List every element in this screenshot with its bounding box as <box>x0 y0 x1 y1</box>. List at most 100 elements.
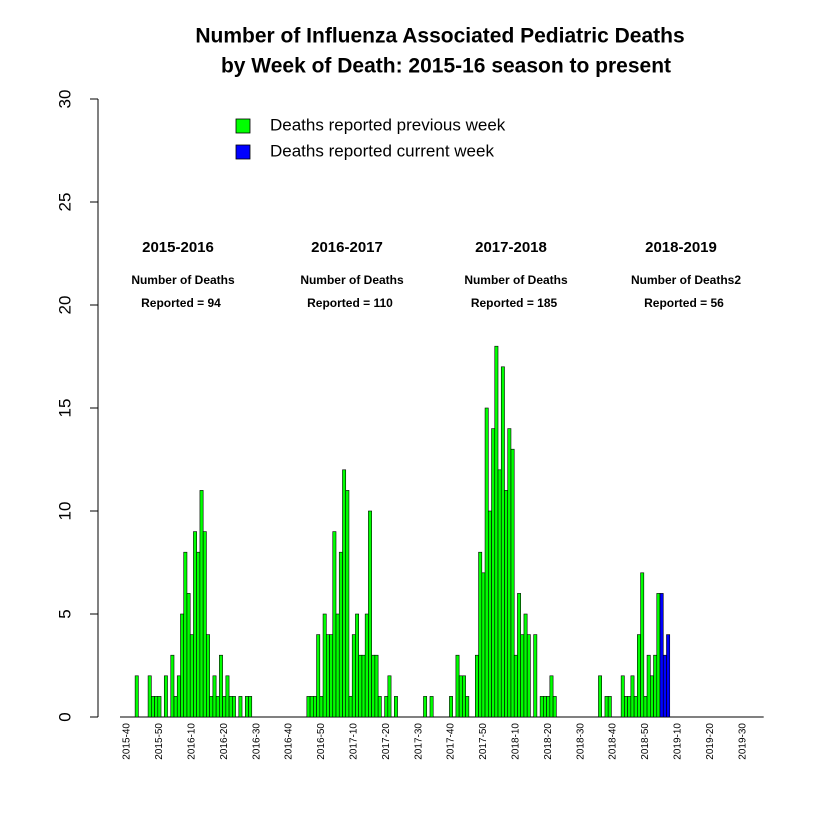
x-tick-label: 2016-10 <box>186 723 197 760</box>
bar <box>196 551 201 718</box>
bar <box>371 654 376 718</box>
season-note: Reported = 185 <box>471 296 558 310</box>
bar <box>134 675 139 718</box>
bar <box>222 696 227 718</box>
bar <box>361 654 366 718</box>
bar <box>494 345 499 718</box>
y-tick-label: 5 <box>55 609 74 618</box>
bar <box>546 696 551 718</box>
bar <box>633 696 638 718</box>
bar <box>607 696 612 718</box>
x-tick-label: 2017-10 <box>348 723 359 760</box>
bar <box>523 613 528 718</box>
bar <box>517 593 521 718</box>
y-tick-label: 15 <box>55 399 74 418</box>
bar <box>620 675 625 718</box>
bar <box>497 469 502 718</box>
season-label: 2016-2017 <box>311 239 383 256</box>
x-tick-label: 2018-10 <box>510 723 521 760</box>
bar <box>322 613 327 718</box>
bar <box>520 634 525 718</box>
bar <box>458 675 463 718</box>
bar <box>659 593 664 718</box>
bar <box>202 531 207 718</box>
bar <box>624 696 628 718</box>
bar <box>384 696 389 718</box>
bar <box>348 696 353 718</box>
bar <box>377 696 382 718</box>
legend-swatch <box>235 118 251 134</box>
season-label: 2018-2019 <box>645 239 717 256</box>
x-tick-label: 2017-20 <box>381 723 392 760</box>
x-tick-label: 2017-30 <box>413 723 424 760</box>
bar <box>170 654 175 718</box>
chart-title: Number of Influenza Associated Pediatric… <box>195 25 684 48</box>
bar <box>345 490 350 718</box>
y-tick-label: 30 <box>55 90 74 109</box>
bar <box>491 428 496 718</box>
bar <box>335 613 340 718</box>
bar <box>355 613 359 718</box>
x-tick-label: 2017-40 <box>446 723 457 760</box>
season-note: Number of Deaths <box>464 273 568 287</box>
y-tick-label: 10 <box>55 502 74 521</box>
bar <box>180 613 185 718</box>
season-note: Reported = 56 <box>644 296 724 310</box>
bar <box>342 469 347 718</box>
bar <box>646 654 651 718</box>
bar <box>193 531 197 718</box>
bar <box>173 696 178 718</box>
bar <box>309 696 314 718</box>
bar <box>662 654 667 718</box>
bar <box>500 366 505 718</box>
bar <box>627 696 632 718</box>
legend-label: Deaths reported current week <box>270 141 494 160</box>
bar <box>183 551 188 718</box>
bar <box>533 634 538 718</box>
bar <box>351 634 356 718</box>
x-tick-label: 2018-20 <box>543 723 554 760</box>
bar <box>640 572 645 718</box>
bar <box>487 510 492 718</box>
x-tick-label: 2017-50 <box>478 723 489 760</box>
bar <box>504 490 509 718</box>
bar <box>338 551 343 718</box>
bar <box>666 634 671 718</box>
bar <box>387 675 392 718</box>
season-note: Number of Deaths <box>300 273 404 287</box>
bar <box>316 634 321 718</box>
bar <box>604 696 609 718</box>
bar <box>206 634 210 718</box>
bar <box>154 696 159 718</box>
bar <box>429 696 434 718</box>
x-tick-label: 2016-30 <box>251 723 262 760</box>
legend-swatch <box>235 144 251 160</box>
y-tick-label: 0 <box>55 712 74 721</box>
bar <box>238 696 243 718</box>
bar <box>549 675 554 718</box>
bar <box>475 654 479 718</box>
chart-title: by Week of Death: 2015-16 season to pres… <box>221 55 671 78</box>
bar <box>163 675 168 718</box>
x-tick-label: 2016-20 <box>219 723 230 760</box>
season-note: Number of Deaths <box>131 273 235 287</box>
bar <box>543 696 547 718</box>
season-note: Number of Deaths2 <box>631 273 741 287</box>
bar <box>374 654 379 718</box>
bar <box>481 572 486 718</box>
bar <box>244 696 249 718</box>
bar <box>176 675 181 718</box>
bar <box>364 613 369 718</box>
season-label: 2015-2016 <box>142 239 214 256</box>
season-note: Reported = 94 <box>141 296 221 310</box>
x-tick-label: 2019-20 <box>705 723 716 760</box>
bar <box>215 696 220 718</box>
bar <box>526 634 531 718</box>
bar <box>232 696 236 718</box>
bar <box>394 696 398 718</box>
bar <box>199 490 204 718</box>
bar <box>228 696 233 718</box>
x-tick-label: 2015-40 <box>122 723 133 760</box>
bar <box>598 675 602 718</box>
